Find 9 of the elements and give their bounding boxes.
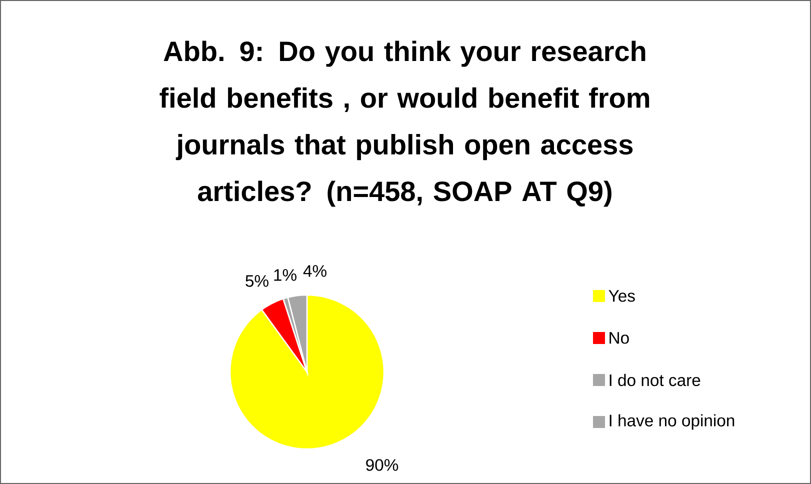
data-label: 90% — [366, 459, 398, 471]
data-label: 4% — [303, 265, 326, 277]
legend-label: Yes — [608, 290, 635, 302]
data-label: 1% — [274, 269, 296, 281]
data-label: 5% — [246, 275, 268, 287]
legend-label: I do not care — [610, 374, 700, 386]
chart-title: Abb. 9: Do you think your research field benefits , or would benefit from journals that publish open access articles? (n=458, SOAP AT Q9) — [160, 40, 650, 207]
legend-label: I have no opinion — [610, 414, 734, 430]
legend-label: No — [610, 332, 629, 344]
